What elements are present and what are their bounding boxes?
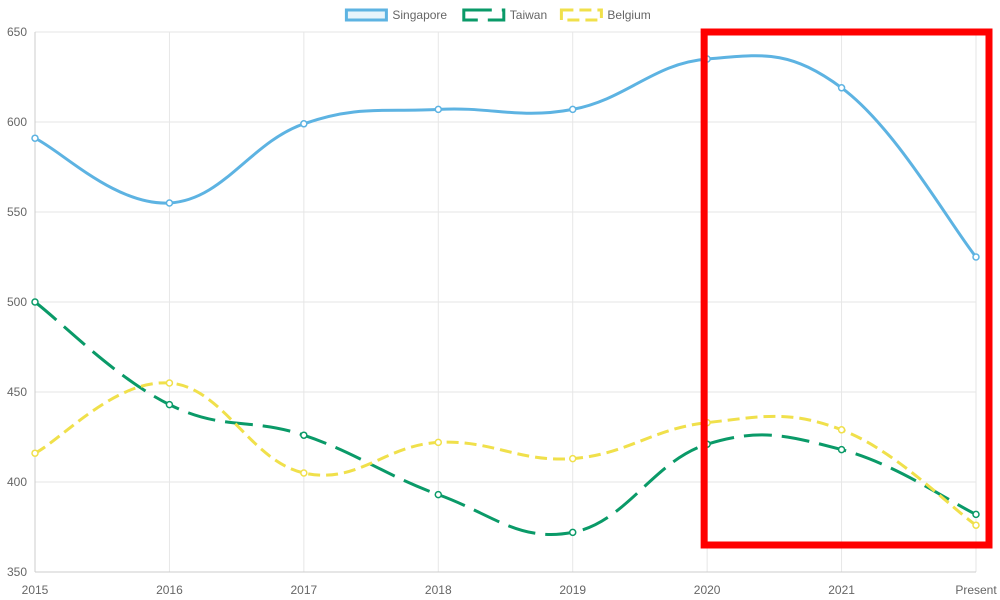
data-point[interactable] — [972, 253, 980, 261]
data-point[interactable] — [837, 445, 846, 454]
y-tick-label: 650 — [7, 25, 27, 39]
data-point[interactable] — [972, 521, 980, 529]
data-point[interactable] — [972, 510, 980, 519]
x-tick-label: 2019 — [559, 583, 586, 597]
x-tick-label: 2020 — [694, 583, 721, 597]
data-point[interactable] — [300, 431, 308, 439]
data-point[interactable] — [31, 134, 39, 142]
data-point[interactable] — [568, 528, 577, 537]
series-lines — [31, 54, 980, 537]
data-point[interactable] — [165, 379, 174, 387]
data-point[interactable] — [837, 84, 846, 92]
y-tick-label: 600 — [7, 115, 27, 129]
data-point[interactable] — [568, 454, 577, 463]
data-point[interactable] — [165, 400, 174, 409]
highlight-box — [700, 28, 993, 549]
y-tick-label: 500 — [7, 295, 27, 309]
legend-item-singapore[interactable]: Singapore — [344, 8, 447, 22]
x-tick-label: 2017 — [291, 583, 318, 597]
legend-item-belgium[interactable]: Belgium — [559, 8, 651, 22]
y-tick-label: 550 — [7, 205, 27, 219]
y-tick-label: 350 — [7, 565, 27, 579]
data-point[interactable] — [300, 469, 308, 477]
legend-label: Singapore — [392, 8, 447, 22]
legend-swatch — [462, 8, 506, 22]
y-tick-label: 450 — [7, 385, 27, 399]
x-tick-label: Present — [955, 583, 997, 597]
axes: 350 400 450 500 550 600 650 2015 2016 2017 2018 201… — [7, 25, 997, 597]
x-tick-label: 2021 — [828, 583, 855, 597]
x-tick-label: 2015 — [22, 583, 49, 597]
legend-label: Taiwan — [510, 8, 547, 22]
x-tick-label: 2016 — [156, 583, 183, 597]
series-line — [34, 300, 977, 536]
series-taiwan — [31, 298, 980, 537]
legend-swatch — [344, 8, 388, 22]
data-point[interactable] — [300, 120, 308, 128]
legend-item-taiwan[interactable]: Taiwan — [462, 8, 547, 22]
data-point[interactable] — [434, 105, 443, 114]
highlight-box-layer — [700, 28, 993, 549]
data-point[interactable] — [31, 449, 39, 457]
data-point[interactable] — [165, 199, 174, 207]
series-line — [34, 54, 978, 258]
legend-swatch — [559, 8, 603, 22]
data-point[interactable] — [434, 438, 443, 447]
data-point[interactable] — [31, 298, 39, 306]
data-point[interactable] — [837, 426, 846, 434]
series-line — [34, 381, 977, 527]
series-belgium — [31, 379, 980, 529]
y-tick-label: 400 — [7, 475, 27, 489]
legend-label: Belgium — [607, 8, 650, 22]
x-tick-label: 2018 — [425, 583, 452, 597]
data-point[interactable] — [434, 490, 443, 499]
series-singapore — [31, 54, 980, 261]
legend: Singapore Taiwan Belgium — [344, 8, 651, 22]
data-point[interactable] — [568, 105, 577, 114]
